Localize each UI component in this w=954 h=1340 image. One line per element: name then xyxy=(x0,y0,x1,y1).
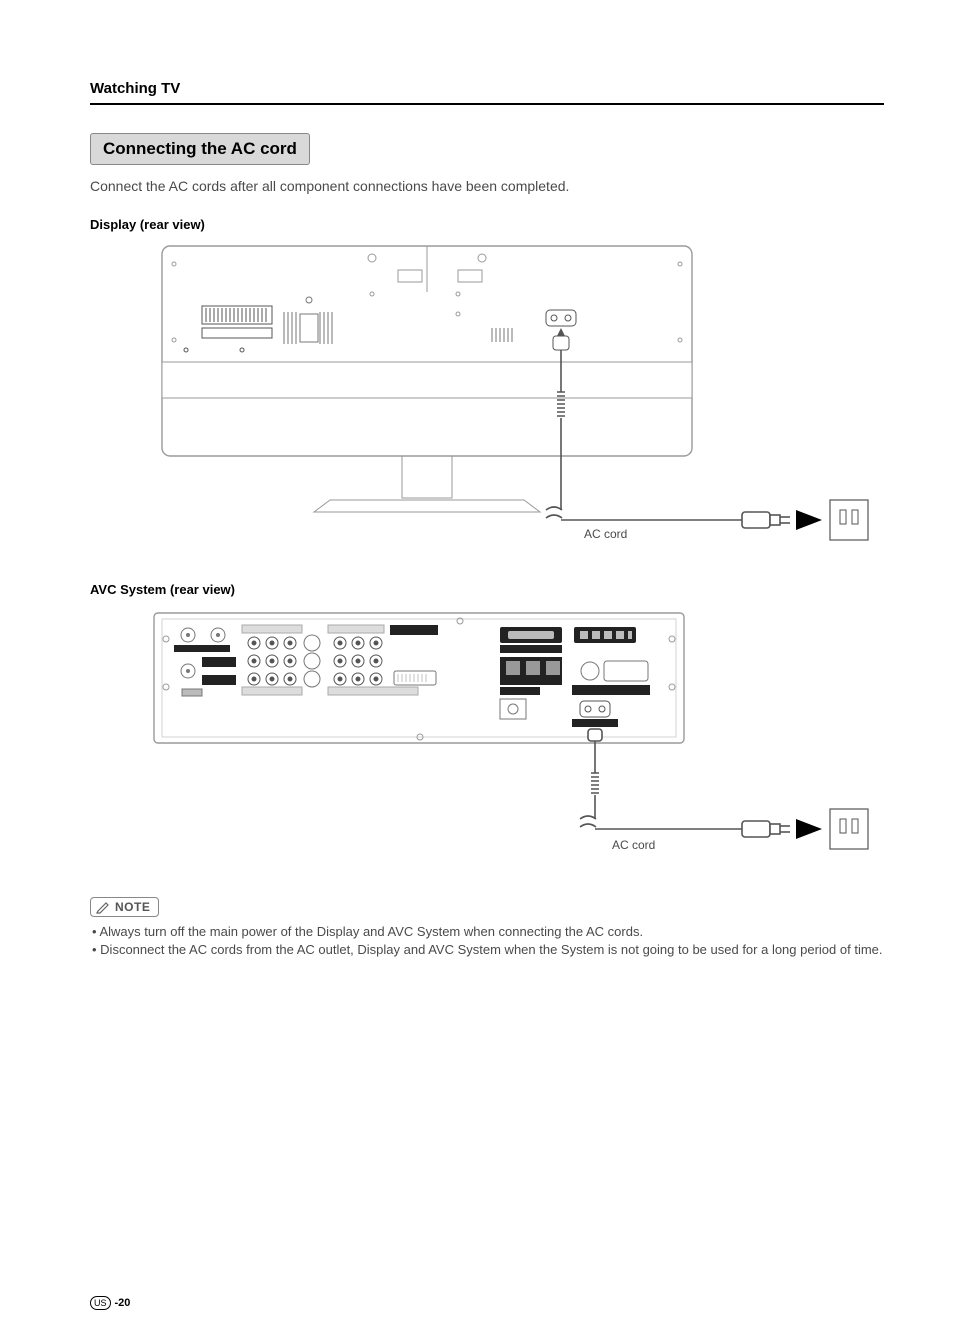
subsection-title: Connecting the AC cord xyxy=(90,133,310,165)
note-item: Always turn off the main power of the Di… xyxy=(92,923,884,942)
note-label: NOTE xyxy=(115,900,150,914)
page-footer: US -20 xyxy=(90,1296,130,1310)
pencil-icon xyxy=(95,899,111,915)
page-number: -20 xyxy=(115,1297,131,1309)
note-list: Always turn off the main power of the Di… xyxy=(90,923,884,961)
note-item: Disconnect the AC cords from the AC outl… xyxy=(92,941,884,960)
display-rear-svg: AC cord xyxy=(102,242,872,552)
display-cord-label: AC cord xyxy=(584,527,627,541)
section-title: Watching TV xyxy=(90,80,884,97)
avc-label: AVC System (rear view) xyxy=(90,582,884,597)
display-figure: AC cord xyxy=(90,242,884,552)
region-badge: US xyxy=(90,1296,111,1310)
note-badge: NOTE xyxy=(90,897,159,917)
intro-text: Connect the AC cords after all component… xyxy=(90,177,884,197)
section-rule xyxy=(90,103,884,105)
display-label: Display (rear view) xyxy=(90,217,884,232)
avc-figure: AC cord xyxy=(90,607,884,867)
avc-cord-label: AC cord xyxy=(612,838,655,852)
avc-rear-svg: AC cord xyxy=(102,607,872,867)
